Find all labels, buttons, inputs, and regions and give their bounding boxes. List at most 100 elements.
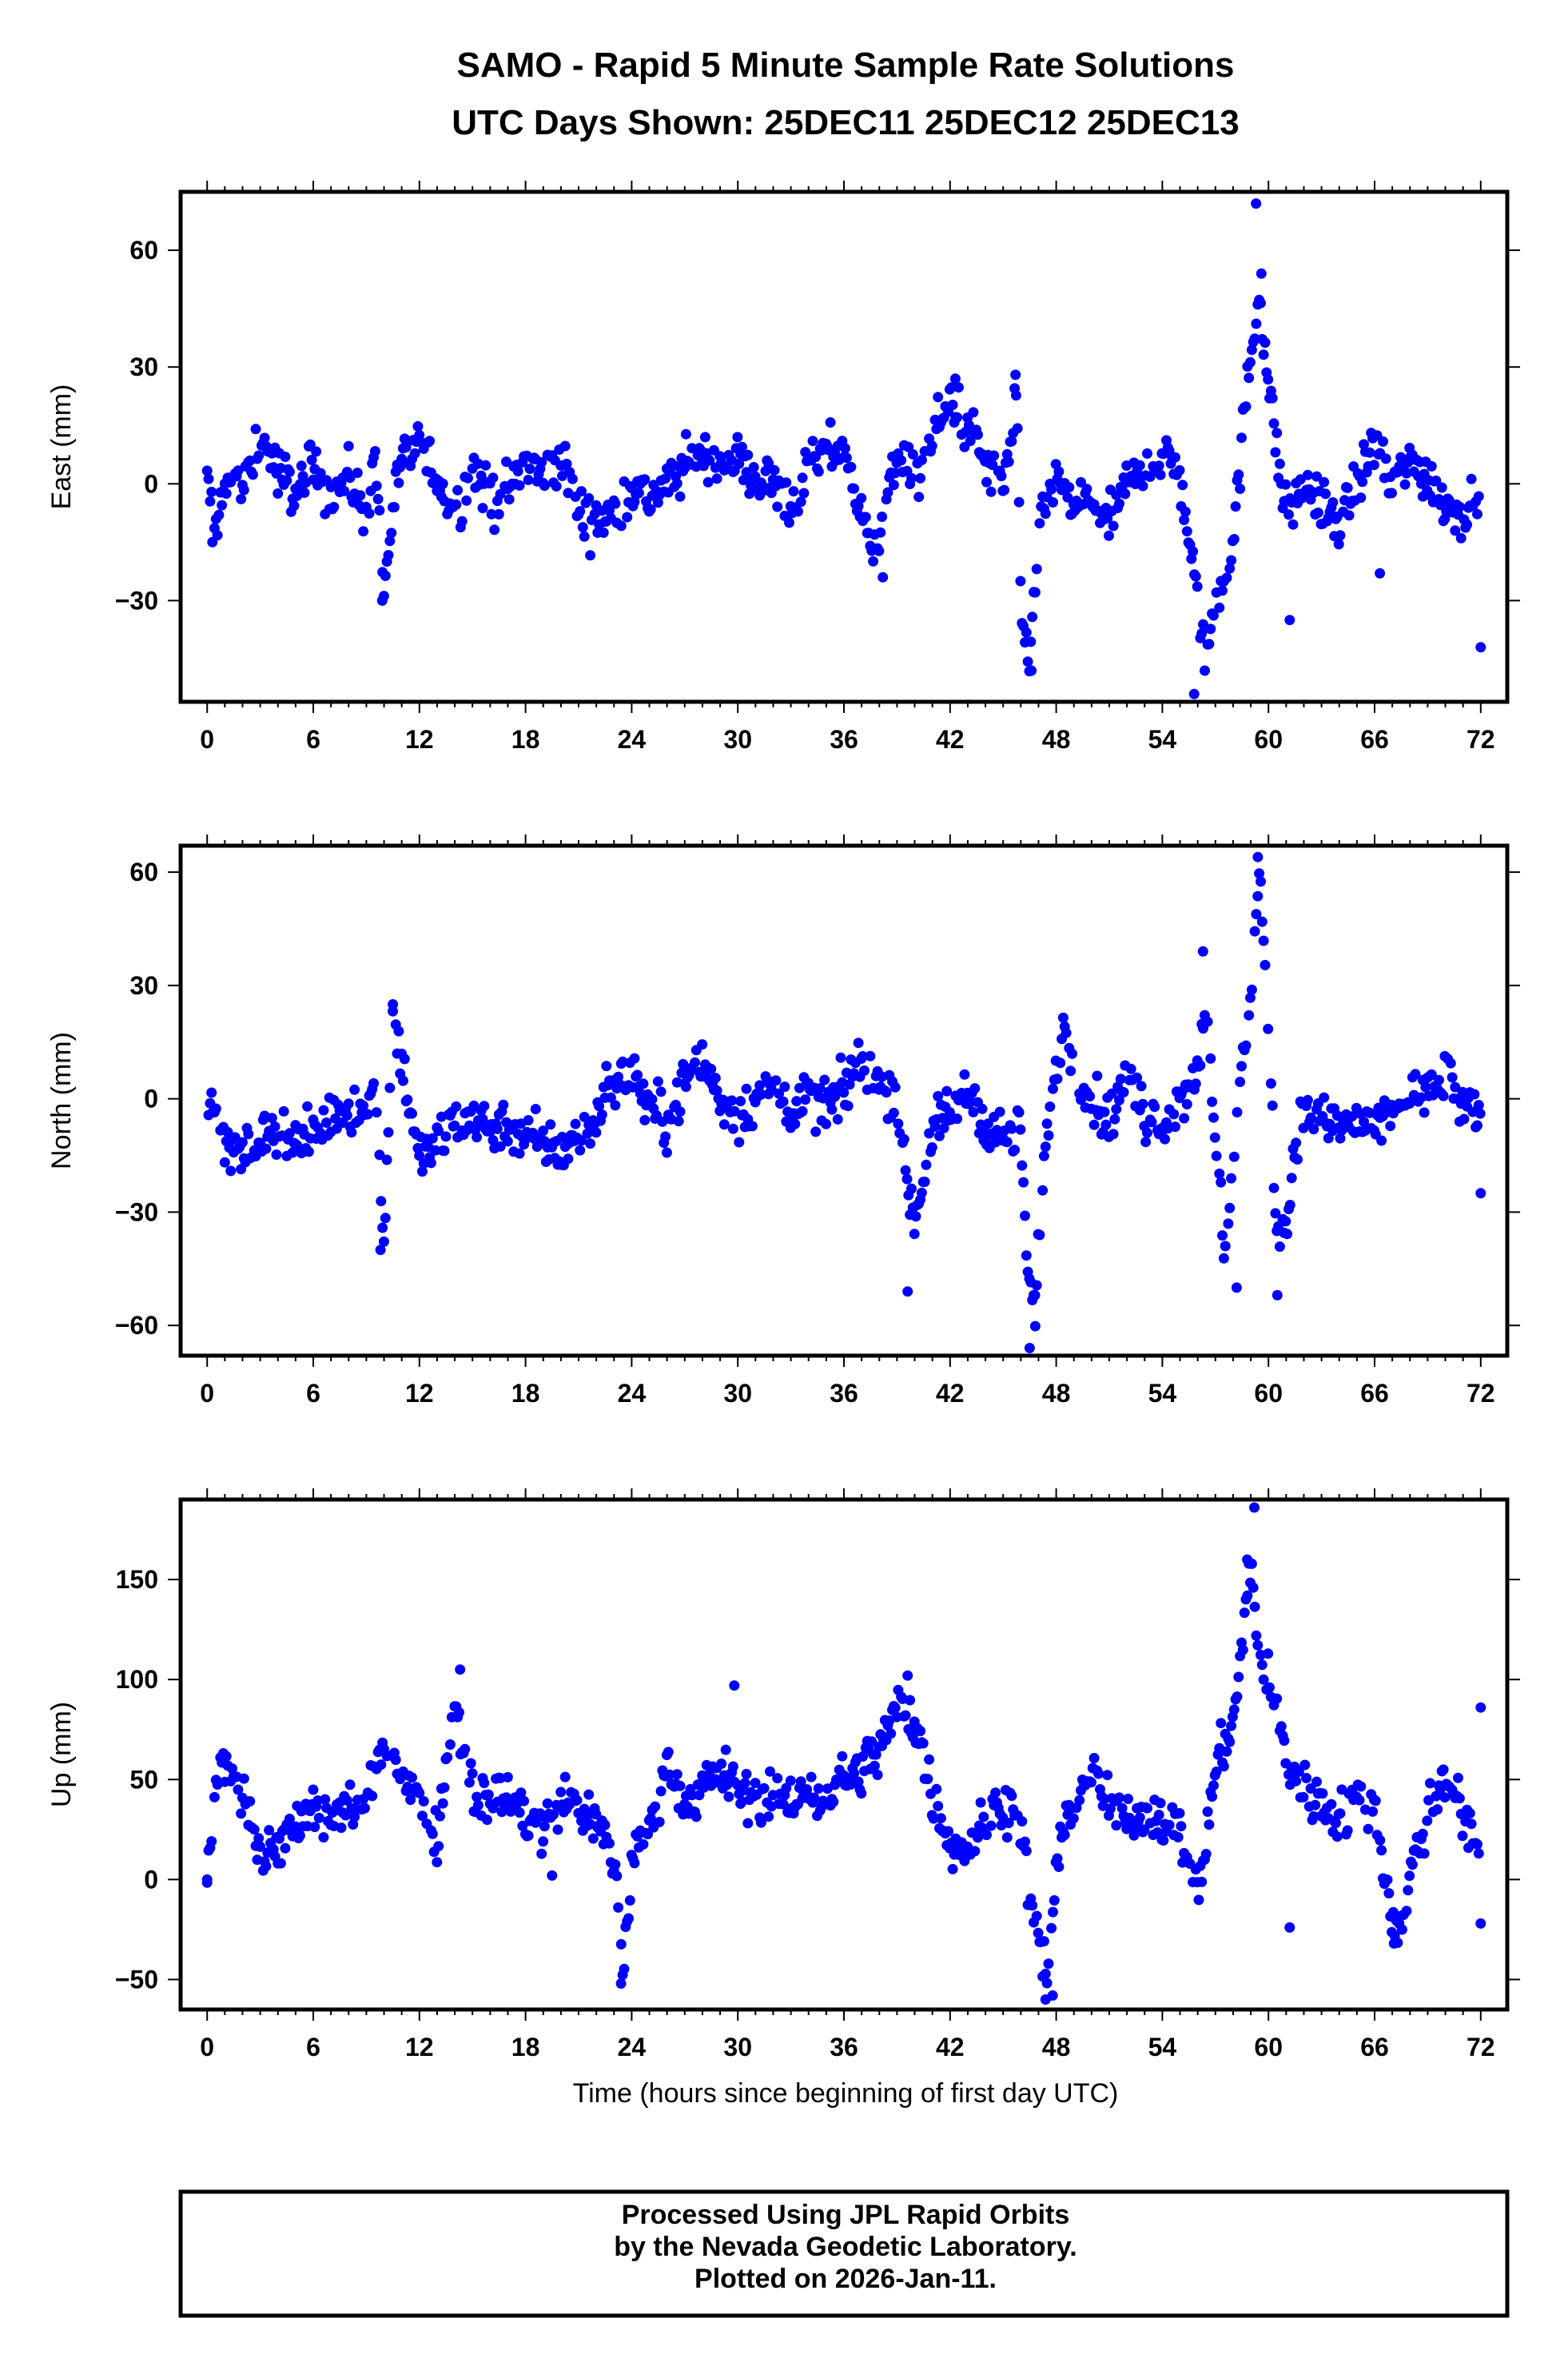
up-y-tick-label: −50 [115, 1965, 158, 1994]
north-point [1208, 1112, 1219, 1123]
east-point [1010, 369, 1021, 380]
up-point [502, 1771, 513, 1782]
east-point [1021, 627, 1032, 638]
east-point [1272, 428, 1283, 439]
up-point [390, 1755, 401, 1766]
up-y-tick-label: 100 [116, 1665, 158, 1694]
east-y-tick-label: 0 [144, 469, 158, 498]
north-point [1179, 1113, 1190, 1124]
up-point [245, 1796, 256, 1806]
up-point [1221, 1746, 1232, 1757]
east-point [953, 382, 964, 393]
north-point [1207, 1096, 1218, 1107]
up-point [1298, 1791, 1309, 1802]
up-point [1216, 1718, 1227, 1729]
north-point [219, 1157, 230, 1168]
north-point [921, 1159, 932, 1170]
east-point [989, 450, 1000, 461]
up-point [264, 1825, 275, 1836]
up-x-tick-label: 60 [1254, 2033, 1283, 2061]
north-point [1404, 1098, 1415, 1109]
up-point [1404, 1870, 1415, 1882]
north-point [977, 1103, 988, 1114]
east-point [1335, 530, 1346, 541]
up-point [716, 1759, 727, 1769]
up-point [1407, 1859, 1418, 1870]
east-point [1046, 484, 1057, 495]
up-point [437, 1798, 448, 1809]
up-point [853, 1776, 864, 1787]
east-point [1270, 447, 1281, 458]
up-point [763, 1811, 774, 1822]
north-x-tick-label: 36 [830, 1379, 858, 1408]
up-point [604, 1838, 615, 1849]
east-point [1244, 372, 1255, 384]
up-point [517, 1820, 528, 1831]
east-point [253, 450, 265, 461]
north-x-tick-label: 12 [405, 1379, 434, 1408]
east-point [514, 480, 525, 491]
east-point [853, 500, 864, 512]
up-point [519, 1795, 530, 1806]
up-point [1068, 1813, 1079, 1824]
east-points [201, 198, 1486, 699]
north-point [1258, 935, 1269, 946]
up-x-tick-label: 18 [511, 2033, 540, 2061]
east-y-tick-label: −30 [115, 586, 158, 615]
up-point [464, 1777, 475, 1788]
north-point [383, 1127, 394, 1138]
up-point [1263, 1648, 1274, 1659]
east-point [1153, 460, 1164, 472]
east-point [744, 488, 755, 500]
east-point [383, 550, 394, 560]
north-point [1308, 1124, 1319, 1135]
east-point [788, 486, 799, 497]
north-x-tick-label: 42 [936, 1379, 965, 1408]
up-point [922, 1774, 933, 1785]
east-point [1320, 488, 1331, 500]
east-point [585, 550, 596, 561]
east-point [523, 474, 534, 485]
north-point [1240, 1040, 1252, 1051]
east-point [395, 462, 406, 472]
east-point [1342, 482, 1353, 493]
east-point [559, 440, 571, 452]
north-point [919, 1177, 930, 1187]
up-point [902, 1670, 913, 1681]
up-point [583, 1789, 595, 1800]
up-point [973, 1832, 983, 1843]
up-point [360, 1802, 370, 1814]
up-point [866, 1736, 878, 1747]
north-point [1450, 1081, 1461, 1093]
north-point [266, 1113, 277, 1124]
up-point [455, 1664, 466, 1675]
east-point [273, 488, 284, 499]
up-point [479, 1778, 490, 1789]
north-point [472, 1132, 483, 1143]
up-point [1354, 1794, 1365, 1806]
east-point [675, 491, 686, 502]
up-point [655, 1786, 667, 1797]
north-point [902, 1286, 913, 1297]
east-point [1233, 469, 1244, 480]
east-point [996, 471, 1007, 482]
east-point [1111, 489, 1122, 500]
up-point [990, 1787, 1001, 1798]
north-point [1160, 1133, 1171, 1145]
east-point [945, 382, 957, 393]
north-point [1256, 876, 1266, 887]
north-point [629, 1053, 640, 1064]
up-point [650, 1801, 661, 1812]
north-point [575, 1145, 586, 1156]
up-point [849, 1768, 860, 1778]
north-point [451, 1101, 462, 1112]
north-point [832, 1113, 843, 1125]
up-point [654, 1816, 665, 1827]
up-point [1401, 1906, 1412, 1917]
up-point [318, 1832, 329, 1843]
east-point [1053, 466, 1065, 477]
up-point [1375, 1834, 1386, 1846]
north-point [790, 1118, 801, 1129]
north-x-tick-label: 54 [1148, 1379, 1177, 1408]
east-point [878, 572, 889, 583]
